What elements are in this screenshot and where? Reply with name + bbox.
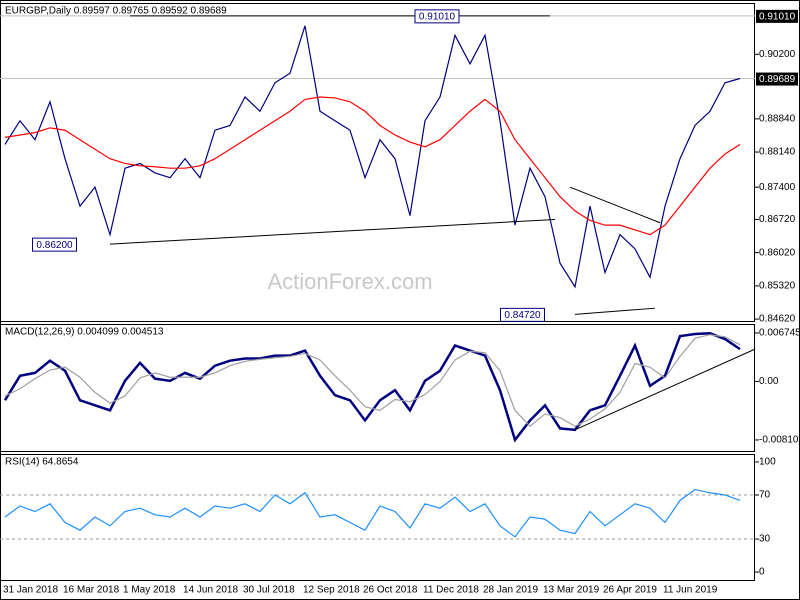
annotation-label: 0.86200 <box>36 240 73 251</box>
annotation-box <box>500 307 545 322</box>
y-tick-label: 0.87400 <box>759 182 796 193</box>
x-tick-label: 26 Oct 2018 <box>363 585 418 596</box>
panel-title: EURGBP,Daily 0.89597 0.89765 0.89592 0.8… <box>5 6 227 17</box>
y-tick-label: 0 <box>759 567 765 578</box>
price-tag <box>756 9 798 23</box>
x-tick-label: 11 Jun 2019 <box>663 585 718 596</box>
y-tick-label: 0.88140 <box>759 147 796 158</box>
annotation-box <box>414 9 460 24</box>
x-tick-label: 12 Sep 2018 <box>303 585 360 596</box>
x-tick-label: 28 Jan 2019 <box>483 585 538 596</box>
annotation-label: 0.84720 <box>504 310 541 321</box>
series-line <box>4 334 741 428</box>
y-tick-label: 0.86020 <box>759 247 796 258</box>
x-tick-label: 26 Apr 2019 <box>603 585 657 596</box>
series-line <box>4 25 741 289</box>
rsi-panel <box>0 454 755 581</box>
trendline <box>109 218 556 245</box>
x-tick-label: 1 May 2018 <box>123 585 176 596</box>
y-tick-label: 0.006745 <box>759 328 800 339</box>
macd-panel <box>0 324 755 452</box>
y-tick-label: 0.85320 <box>759 281 796 292</box>
y-tick-label: 100 <box>759 457 776 468</box>
trendline <box>574 348 756 431</box>
price-tag-label: 0.89689 <box>759 74 796 85</box>
annotation-label: 0.91010 <box>419 12 456 23</box>
price-tag-label: 0.91010 <box>759 12 796 23</box>
x-tick-label: 16 Mar 2018 <box>63 585 120 596</box>
y-tick-label: 0.90200 <box>759 49 796 60</box>
x-tick-label: 31 Jan 2018 <box>3 585 58 596</box>
series-line <box>4 488 741 538</box>
series-line <box>3 332 741 443</box>
y-tick-label: 0.88840 <box>759 113 796 124</box>
y-tick-label: 0.84620 <box>759 314 796 325</box>
x-tick-label: 11 Dec 2018 <box>423 585 479 596</box>
price-panel <box>0 3 755 322</box>
y-tick-label: 30 <box>759 534 771 545</box>
y-tick-label: 70 <box>759 490 771 501</box>
watermark: ActionForex.com <box>267 269 432 294</box>
y-tick-label: -0.008109 <box>759 435 800 446</box>
x-tick-label: 14 Jun 2018 <box>183 585 238 596</box>
annotation-box <box>32 237 77 252</box>
trendline <box>574 307 655 315</box>
x-tick-label: 13 Mar 2019 <box>543 585 600 596</box>
x-tick-label: 30 Jul 2018 <box>243 585 295 596</box>
series-line <box>4 96 741 236</box>
y-tick-label: 0.86720 <box>759 214 796 225</box>
panel-title: MACD(12,26,9) 0.004099 0.004513 <box>5 327 164 338</box>
y-tick-label: 0.00 <box>759 376 779 387</box>
trendline <box>569 186 661 224</box>
panel-title: RSI(14) 64.8654 <box>5 457 79 468</box>
price-tag <box>756 72 798 86</box>
